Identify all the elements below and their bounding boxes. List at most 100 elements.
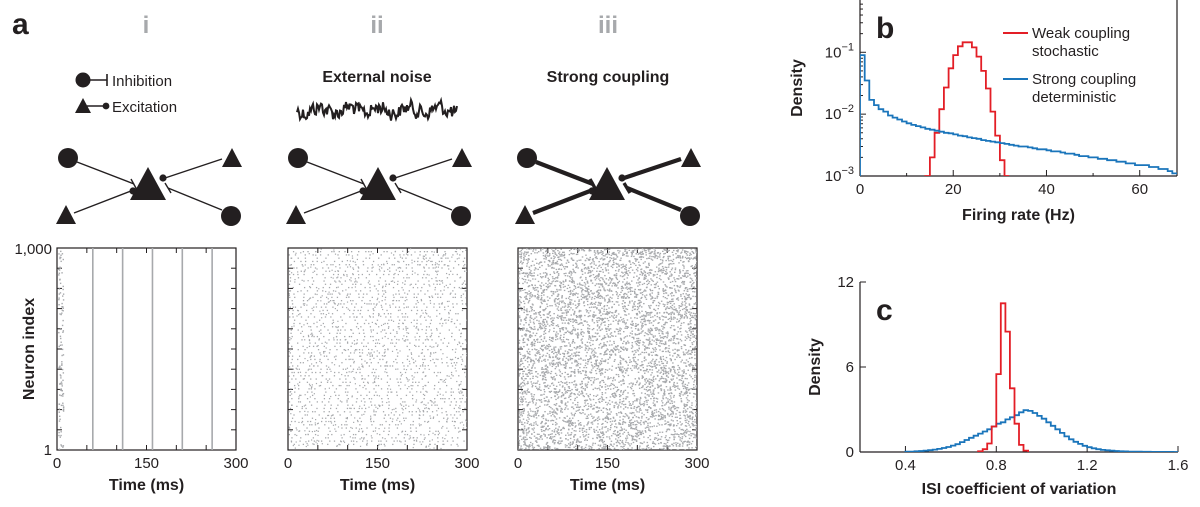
spike [657,270,660,273]
spike [648,418,650,420]
spike [410,424,412,426]
spike [523,296,526,298]
spike [58,272,61,274]
spike [337,286,339,288]
spike [621,403,623,405]
spike [684,417,687,419]
spike [288,270,291,272]
spike [572,408,575,410]
spike [358,332,361,334]
spike [619,275,622,277]
spike [559,258,561,261]
spike [524,279,527,281]
spike [648,429,650,431]
spike [683,290,686,292]
spike [415,439,418,441]
spike [373,411,375,413]
spike [670,358,672,361]
spike [679,439,681,441]
spike [368,398,371,400]
spike [591,365,594,367]
spike [385,368,387,370]
spike [674,309,677,311]
spike [646,333,648,335]
spike [371,424,373,426]
spike [441,362,443,364]
spike [425,312,427,314]
spike [527,285,530,288]
spike [340,434,342,436]
spike [615,373,618,376]
spike [298,283,301,285]
spike [344,375,346,377]
spike [530,415,533,417]
spike [295,441,297,443]
spike [552,436,554,438]
spike [579,277,582,279]
spike [344,280,347,282]
spike [458,391,460,393]
spike [687,323,690,326]
spike [62,392,65,395]
spike [578,299,580,301]
spike [398,339,400,341]
spike [690,443,693,445]
spike [436,309,438,312]
spike [672,349,674,351]
spike [296,315,298,317]
spike [415,303,417,305]
spike [335,336,338,338]
spike [647,447,650,449]
spike [431,260,433,263]
spike [441,427,443,429]
spike [437,358,439,361]
network-motif-i [56,148,242,226]
spike [427,420,430,423]
spike [289,264,291,266]
spike [647,426,649,428]
spike [300,326,303,328]
spike [581,338,583,340]
spike [636,248,639,250]
spike [563,382,566,384]
spike [367,381,369,383]
spike [406,358,409,361]
spike [603,360,606,362]
spike [648,381,650,383]
spike [450,359,453,361]
spike [377,377,379,380]
spike [318,385,320,387]
spike [353,443,355,446]
spike [665,439,668,441]
spike [375,384,377,387]
spike [60,367,62,369]
spike [345,388,347,390]
spike [429,360,432,362]
spike [605,349,608,352]
spike [301,279,303,281]
spike [636,433,638,436]
spike [653,363,655,365]
spike [341,373,343,376]
spike [58,420,61,422]
spike [605,308,608,311]
excitatory-neuron-icon [286,205,306,224]
spike [683,370,685,373]
spike [587,405,590,407]
spike [680,303,683,305]
spike [601,263,604,266]
spike [457,445,459,447]
spike [660,417,663,420]
spike [560,282,563,284]
spike [334,345,336,348]
spike [329,283,332,285]
spike [645,416,648,419]
spike [594,347,596,350]
spike [398,261,400,263]
spike [365,319,367,321]
spike [537,298,539,300]
spike [327,267,330,269]
spike [361,273,364,276]
spike [623,253,625,256]
spike [633,290,636,292]
